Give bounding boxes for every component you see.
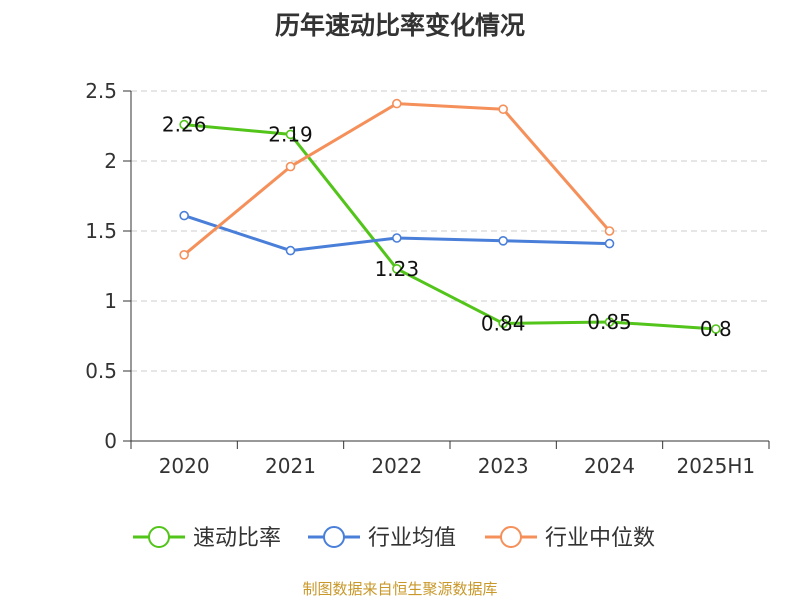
data-labels: 2.26 2.19 1.23 0.84 0.85 0.8	[162, 113, 732, 341]
series-line-3	[183, 102, 611, 256]
data-point	[498, 318, 508, 329]
data-point	[392, 263, 402, 274]
data-point	[604, 317, 615, 327]
data-point	[285, 129, 296, 140]
x-tick-label: 2023	[478, 454, 529, 478]
data-label: 0.84	[481, 311, 526, 335]
legend-swatch-marker	[148, 526, 170, 548]
series-lines	[179, 98, 721, 334]
data-label: 2.26	[162, 113, 207, 137]
x-tick-label: 2022	[371, 454, 422, 478]
data-point	[604, 238, 615, 249]
y-tick-label: 2.5	[85, 79, 117, 103]
data-point	[392, 233, 402, 243]
legend-label: 速动比率	[193, 526, 281, 551]
x-tick-label: 2024	[584, 454, 635, 478]
data-point	[604, 226, 615, 236]
legend[interactable]: 速动比率 行业均值 行业中位数	[133, 526, 655, 551]
series-line-2	[183, 214, 610, 253]
axes: 0 0.5 1 1.5 2 2.5 2020 2021 2022 2023 2024 2025H1	[85, 79, 770, 478]
data-point	[179, 119, 189, 130]
series-line-1	[184, 123, 716, 331]
data-point	[711, 324, 721, 334]
data-label: 2.19	[268, 122, 313, 146]
legend-item-3[interactable]: 行业中位数	[485, 526, 655, 551]
source-note: 制图数据来自恒生聚源数据库	[302, 580, 498, 598]
legend-label: 行业中位数	[545, 526, 655, 551]
grid-lines	[131, 90, 769, 372]
x-tick-label: 2021	[265, 454, 316, 478]
data-point	[498, 236, 508, 246]
legend-item-2[interactable]: 行业均值	[308, 526, 456, 551]
data-point	[498, 104, 508, 114]
legend-item-1[interactable]: 速动比率	[133, 526, 281, 551]
legend-label: 行业均值	[368, 526, 456, 551]
data-point	[179, 210, 189, 221]
data-point	[285, 245, 296, 256]
data-label: 0.8	[700, 317, 732, 341]
y-tick-label: 1.5	[85, 219, 117, 243]
x-tick-label: 2025H1	[676, 454, 755, 478]
chart-title: 历年速动比率变化情况	[274, 11, 525, 40]
legend-swatch-marker	[323, 526, 345, 548]
x-tick-label: 2020	[159, 454, 210, 478]
legend-swatch-marker	[500, 526, 522, 548]
data-label: 0.85	[587, 310, 632, 334]
y-tick-label: 2	[104, 149, 117, 173]
data-label: 1.23	[375, 257, 420, 281]
data-point	[285, 161, 296, 172]
y-tick-label: 0.5	[85, 359, 117, 383]
data-point	[392, 98, 402, 109]
y-tick-label: 0	[104, 429, 117, 453]
data-point	[179, 250, 189, 260]
y-tick-label: 1	[104, 289, 117, 313]
